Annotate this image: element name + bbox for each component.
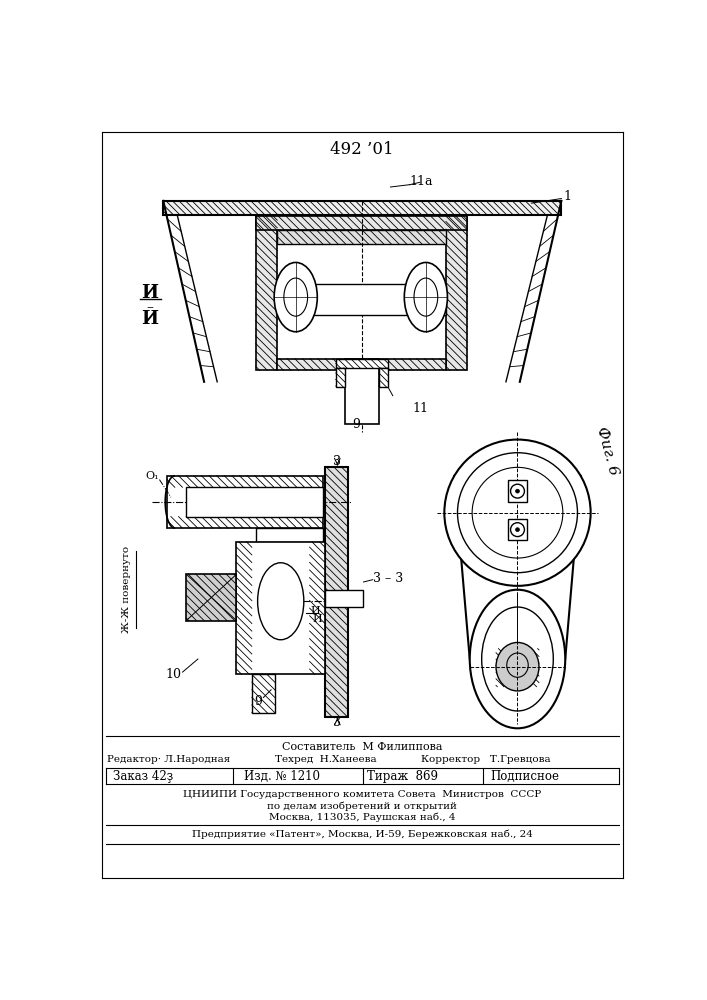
- Bar: [167, 476, 324, 487]
- Text: 9: 9: [254, 695, 262, 708]
- Circle shape: [515, 528, 520, 532]
- Text: 3 – 3: 3 – 3: [373, 572, 403, 585]
- Bar: [187, 487, 324, 517]
- Text: И: И: [310, 606, 320, 616]
- Text: Составитель  М Филиппова: Составитель М Филиппова: [281, 742, 442, 752]
- Text: 11а: 11а: [409, 175, 433, 188]
- Bar: [187, 574, 236, 620]
- Bar: [277, 359, 446, 370]
- Bar: [446, 216, 467, 370]
- Text: Корректор   Т.Гревцова: Корректор Т.Гревцова: [421, 755, 551, 764]
- Text: 9: 9: [352, 418, 360, 431]
- Text: 11: 11: [412, 402, 428, 415]
- Bar: [336, 359, 388, 368]
- Text: –: –: [146, 300, 153, 314]
- Text: ЦНИИПИ Государственного комитета Совета  Министров  СССР: ЦНИИПИ Государственного комитета Совета …: [183, 790, 541, 799]
- Text: 492 ’01: 492 ’01: [330, 141, 394, 158]
- Bar: [277, 230, 446, 244]
- Bar: [256, 216, 277, 370]
- Bar: [277, 230, 446, 244]
- Bar: [252, 674, 275, 713]
- Bar: [325, 590, 363, 607]
- Bar: [167, 517, 324, 528]
- Text: Техред  Н.Ханеева: Техред Н.Ханеева: [275, 755, 377, 764]
- Bar: [252, 674, 275, 713]
- Bar: [446, 216, 467, 370]
- Ellipse shape: [404, 262, 448, 332]
- Text: Москва, 113035, Раушская наб., 4: Москва, 113035, Раушская наб., 4: [269, 812, 455, 822]
- Bar: [336, 368, 345, 387]
- Ellipse shape: [469, 590, 565, 728]
- Bar: [310, 542, 325, 674]
- Bar: [508, 519, 527, 540]
- Bar: [277, 284, 446, 315]
- Bar: [345, 359, 379, 424]
- Bar: [163, 201, 561, 215]
- Bar: [256, 528, 324, 542]
- Text: И: И: [141, 310, 158, 328]
- Text: Заказ 42ҙ: Заказ 42ҙ: [113, 770, 173, 783]
- Text: И: И: [312, 614, 322, 624]
- Text: Ж-Ж повернуто: Ж-Ж повернуто: [122, 546, 131, 633]
- Text: 10: 10: [165, 668, 181, 681]
- Text: Тираж  869: Тираж 869: [368, 770, 438, 783]
- Ellipse shape: [496, 642, 539, 691]
- Bar: [379, 368, 388, 387]
- Ellipse shape: [274, 262, 317, 332]
- Text: И: И: [141, 284, 158, 302]
- Bar: [236, 542, 252, 674]
- Bar: [336, 359, 388, 368]
- Circle shape: [444, 440, 590, 586]
- Bar: [496, 649, 539, 687]
- Text: Фиг. 6: Фиг. 6: [595, 425, 621, 477]
- Text: О₁: О₁: [145, 471, 158, 481]
- Bar: [379, 368, 388, 387]
- Bar: [325, 466, 348, 717]
- Text: 1: 1: [563, 190, 572, 204]
- Text: 3: 3: [333, 716, 341, 729]
- Text: по делам изобретений и открытий: по делам изобретений и открытий: [267, 801, 457, 811]
- Bar: [256, 216, 467, 230]
- Bar: [277, 359, 446, 370]
- Ellipse shape: [257, 563, 304, 640]
- Text: 3: 3: [333, 455, 341, 468]
- Bar: [187, 574, 236, 620]
- Bar: [325, 466, 348, 717]
- Bar: [256, 216, 277, 370]
- Bar: [256, 216, 467, 230]
- Text: Предприятие «Патент», Москва, И-59, Бережковская наб., 24: Предприятие «Патент», Москва, И-59, Бере…: [192, 830, 532, 839]
- Bar: [167, 476, 324, 528]
- Circle shape: [510, 523, 525, 537]
- Text: Изд. № 1210: Изд. № 1210: [244, 770, 320, 783]
- Circle shape: [510, 484, 525, 498]
- Circle shape: [515, 489, 520, 493]
- Bar: [236, 542, 325, 674]
- Text: Подписное: Подписное: [491, 770, 559, 783]
- Bar: [508, 480, 527, 502]
- Bar: [336, 368, 345, 387]
- Text: Редактор· Л.Народная: Редактор· Л.Народная: [107, 755, 230, 764]
- Bar: [163, 201, 561, 215]
